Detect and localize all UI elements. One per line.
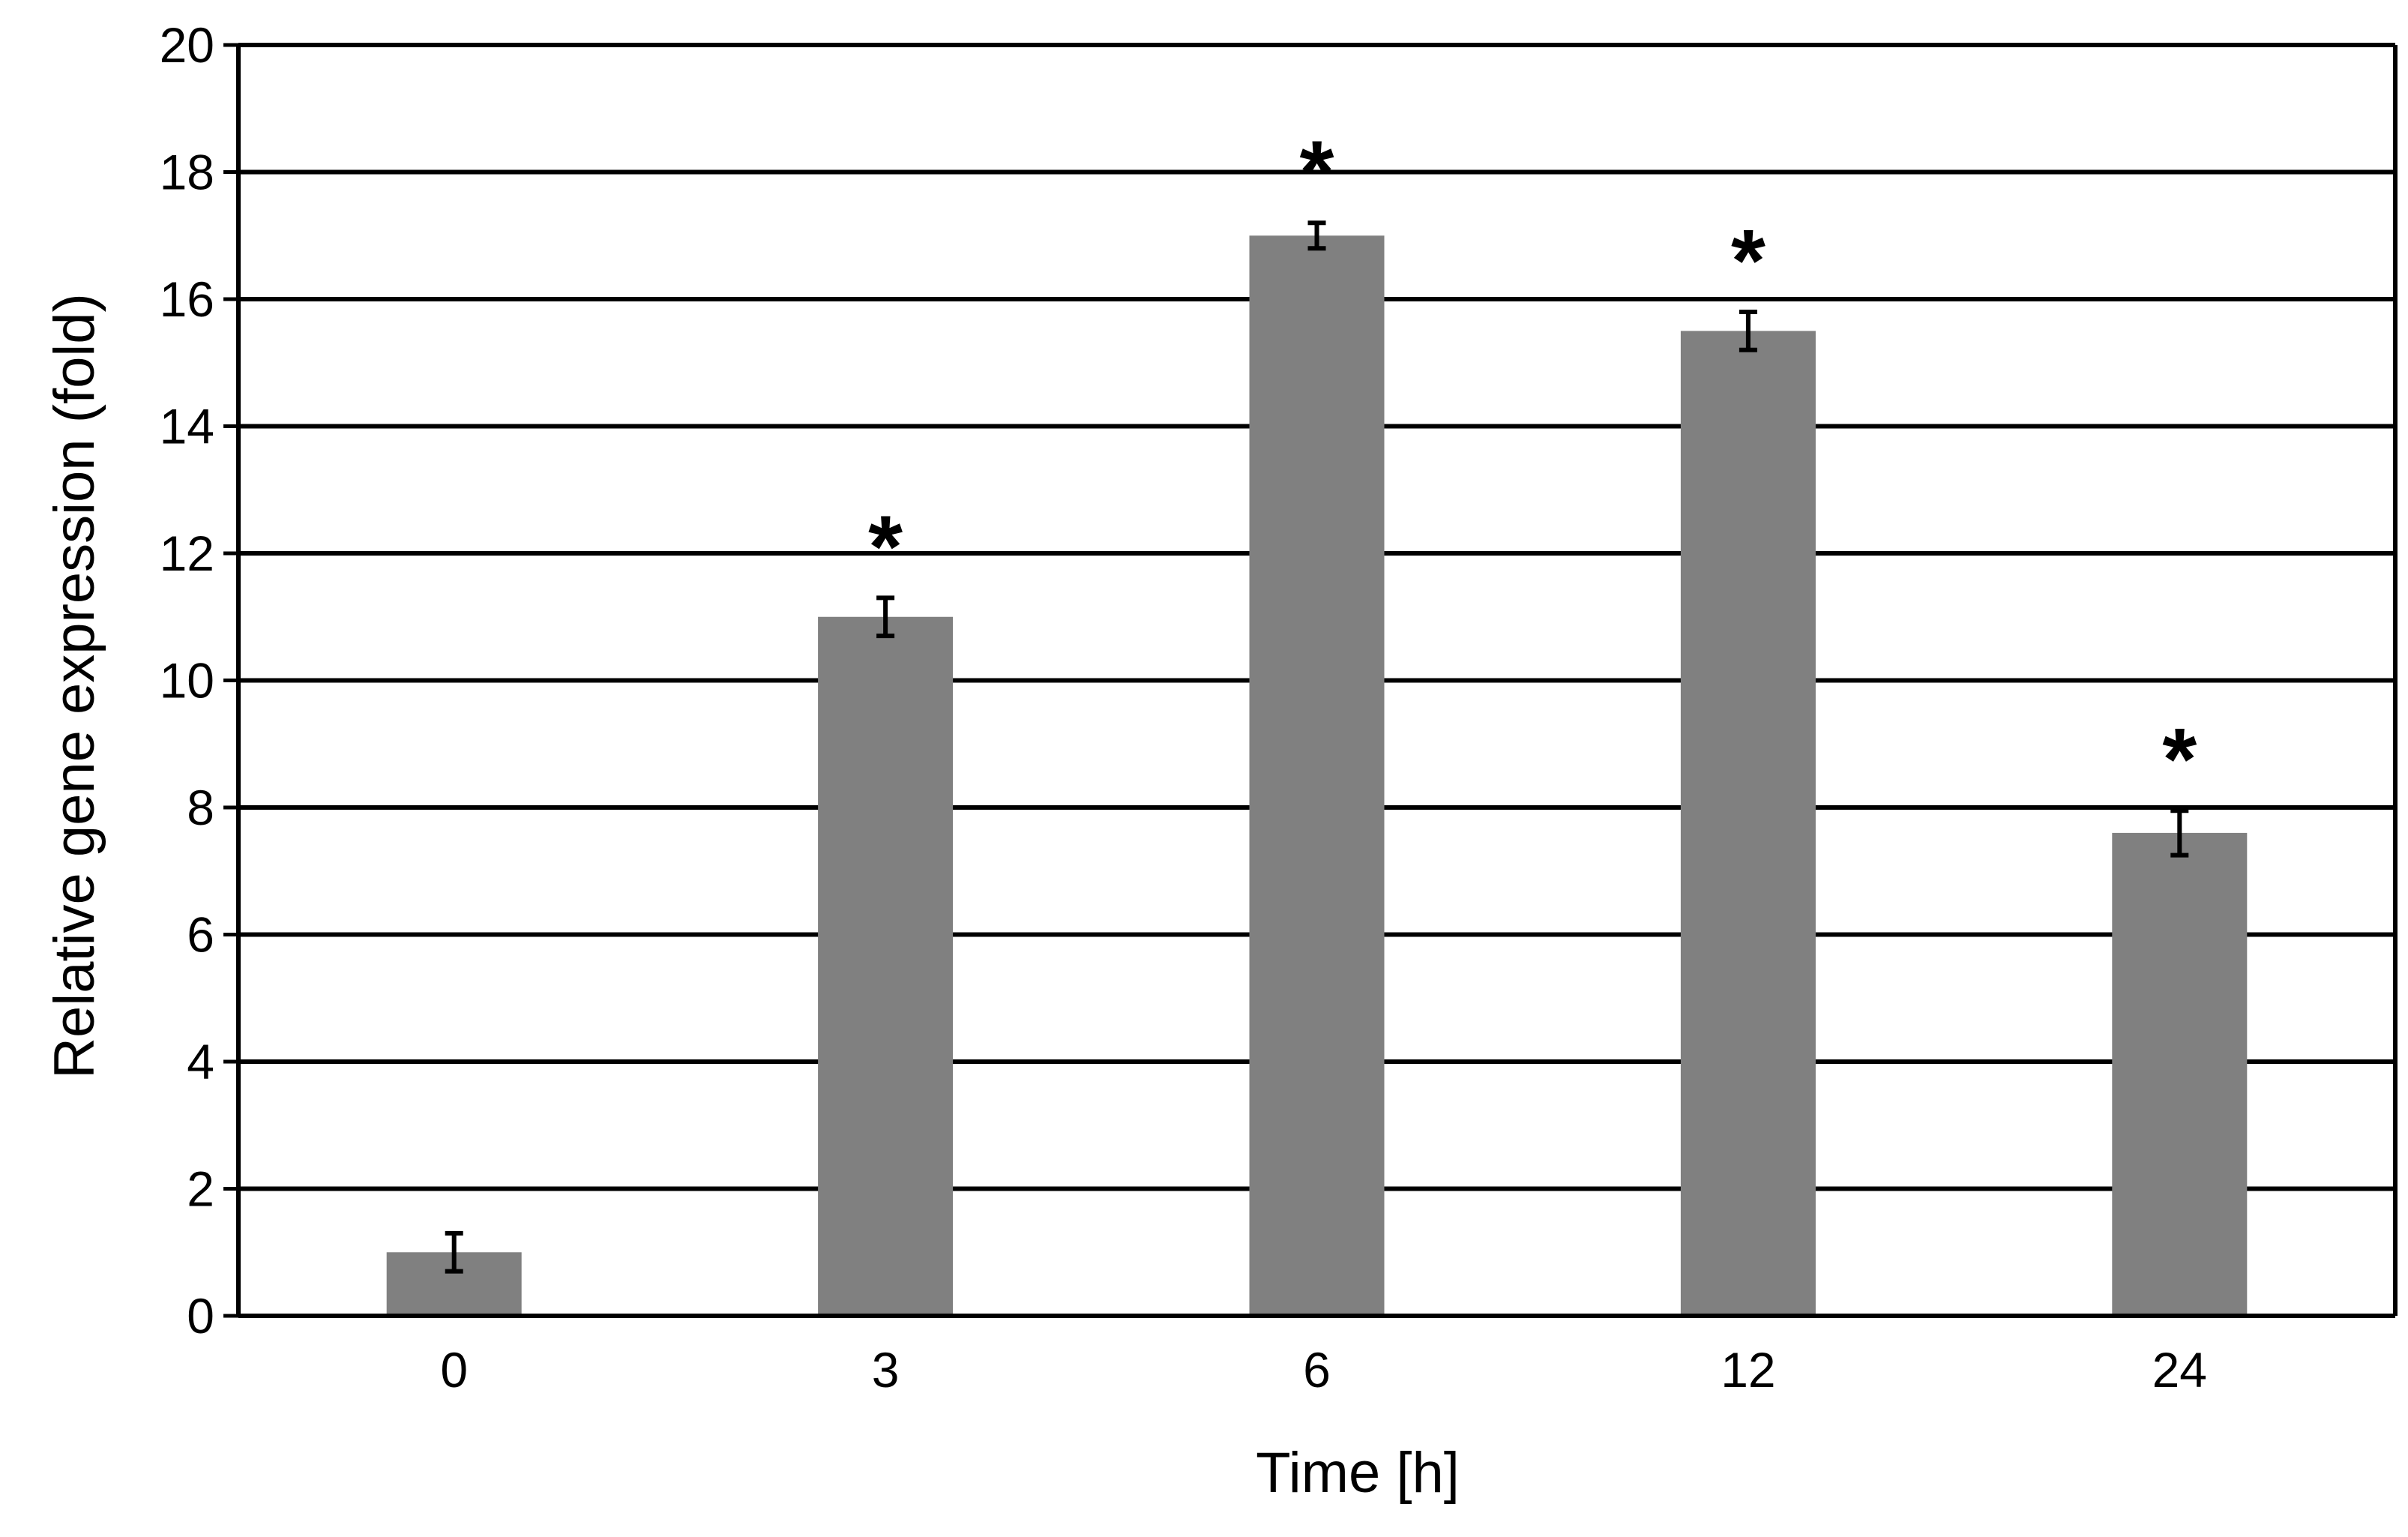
significance-marks: * * * * bbox=[868, 122, 2197, 809]
y-tick-label: 10 bbox=[160, 653, 214, 709]
y-tick-label: 4 bbox=[187, 1034, 214, 1089]
y-axis-title: Relative gene expression (fold) bbox=[43, 293, 106, 1079]
x-tick-label: 12 bbox=[1721, 1342, 1775, 1398]
significance-asterisk: * bbox=[868, 497, 903, 596]
bar bbox=[1249, 235, 1385, 1316]
significance-asterisk: * bbox=[2162, 710, 2197, 809]
bar bbox=[2112, 832, 2248, 1316]
x-tick-label: 24 bbox=[2152, 1342, 2207, 1398]
axes bbox=[223, 43, 2398, 1318]
y-tick-label: 0 bbox=[187, 1288, 214, 1344]
y-tick-label: 2 bbox=[187, 1161, 214, 1217]
x-tick-label: 3 bbox=[872, 1342, 900, 1398]
y-tick-label: 12 bbox=[160, 526, 214, 581]
x-tick-label: 6 bbox=[1303, 1342, 1331, 1398]
significance-asterisk: * bbox=[1300, 122, 1334, 221]
x-tick-label: 0 bbox=[440, 1342, 468, 1398]
bar bbox=[1680, 331, 1816, 1316]
bars bbox=[386, 220, 2248, 1316]
x-axis-title: Time [h] bbox=[1256, 1441, 1460, 1505]
y-tick-label: 18 bbox=[160, 145, 214, 200]
significance-asterisk: * bbox=[1731, 211, 1766, 310]
bar bbox=[818, 616, 954, 1316]
y-tick-label: 6 bbox=[187, 907, 214, 963]
y-tick-label: 20 bbox=[160, 17, 214, 73]
y-tick-label: 16 bbox=[160, 271, 214, 327]
y-tick-label: 8 bbox=[187, 780, 214, 835]
y-tick-label: 14 bbox=[160, 399, 214, 454]
